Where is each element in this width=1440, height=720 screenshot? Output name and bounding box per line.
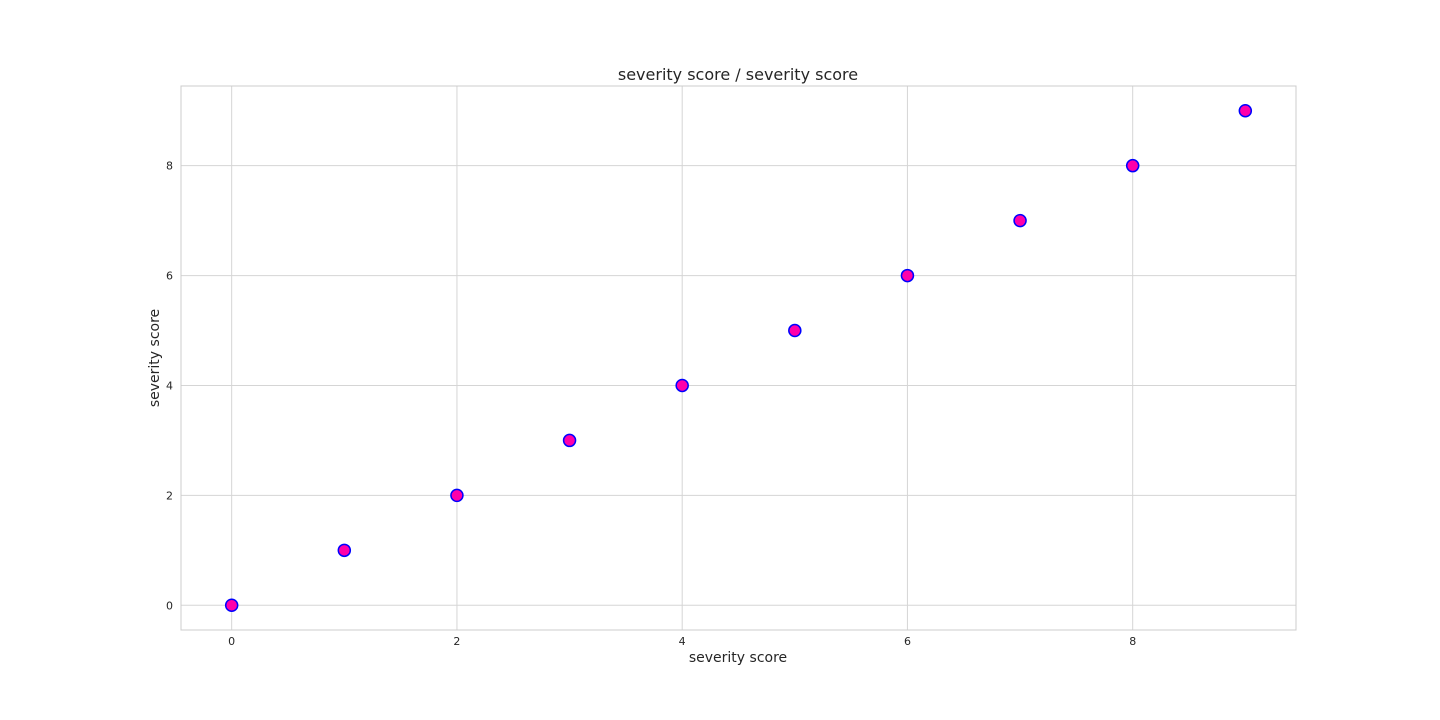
y-tick-label: 6 xyxy=(166,270,173,283)
data-point xyxy=(224,598,239,613)
x-tick-label: 4 xyxy=(679,635,686,648)
x-tick-label: 2 xyxy=(453,635,460,648)
y-tick-label: 0 xyxy=(166,599,173,612)
x-tick-label: 8 xyxy=(1129,635,1136,648)
data-point xyxy=(1125,158,1140,173)
data-point xyxy=(1238,103,1253,118)
data-point xyxy=(675,378,689,393)
data-point xyxy=(450,488,464,503)
y-tick-label: 8 xyxy=(166,160,173,173)
y-tick-label: 2 xyxy=(166,489,173,502)
chart-title: severity score / severity score xyxy=(618,65,858,84)
y-axis-label: severity score xyxy=(147,309,163,407)
x-tick-label: 0 xyxy=(228,635,235,648)
tick-labels: 0 2 4 6 8 0 2 4 6 8 xyxy=(166,160,1136,648)
grid xyxy=(181,86,1296,630)
x-axis-label: severity score xyxy=(689,650,787,666)
data-points xyxy=(224,103,1253,613)
data-point xyxy=(1013,213,1027,228)
data-point xyxy=(562,433,577,448)
plot-area-frame xyxy=(180,85,1297,631)
data-point xyxy=(788,323,802,338)
x-tick-label: 6 xyxy=(904,635,911,648)
data-point xyxy=(900,268,915,283)
y-tick-label: 4 xyxy=(166,379,173,392)
data-point xyxy=(337,543,352,558)
